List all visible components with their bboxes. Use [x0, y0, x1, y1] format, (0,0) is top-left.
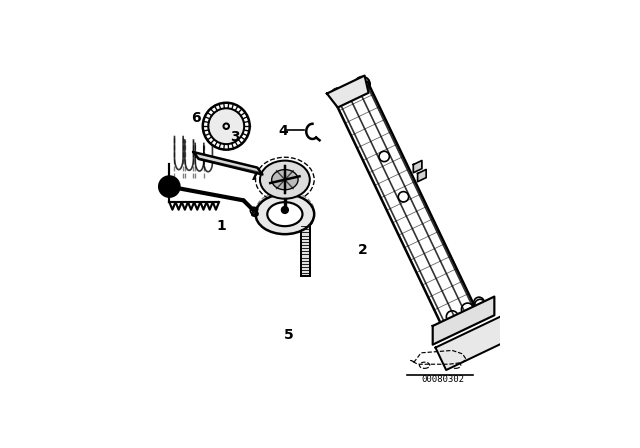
Text: 3: 3: [230, 129, 239, 143]
Bar: [301, 226, 310, 276]
Circle shape: [282, 207, 289, 213]
Ellipse shape: [255, 194, 314, 234]
Text: 4: 4: [278, 125, 288, 138]
Text: 1: 1: [216, 219, 226, 233]
Text: 8: 8: [249, 207, 259, 220]
Circle shape: [159, 176, 180, 197]
Ellipse shape: [268, 202, 303, 226]
Text: 6: 6: [191, 111, 201, 125]
Circle shape: [208, 108, 244, 144]
Polygon shape: [433, 297, 494, 345]
Text: 2: 2: [358, 243, 367, 258]
Ellipse shape: [272, 170, 298, 190]
Polygon shape: [327, 76, 369, 108]
Text: 5: 5: [284, 328, 293, 342]
Polygon shape: [193, 152, 262, 174]
Polygon shape: [413, 160, 422, 173]
Polygon shape: [435, 311, 523, 370]
Ellipse shape: [260, 161, 310, 199]
Polygon shape: [417, 169, 426, 182]
Text: 00080302: 00080302: [421, 375, 464, 383]
Text: 7: 7: [249, 169, 259, 183]
